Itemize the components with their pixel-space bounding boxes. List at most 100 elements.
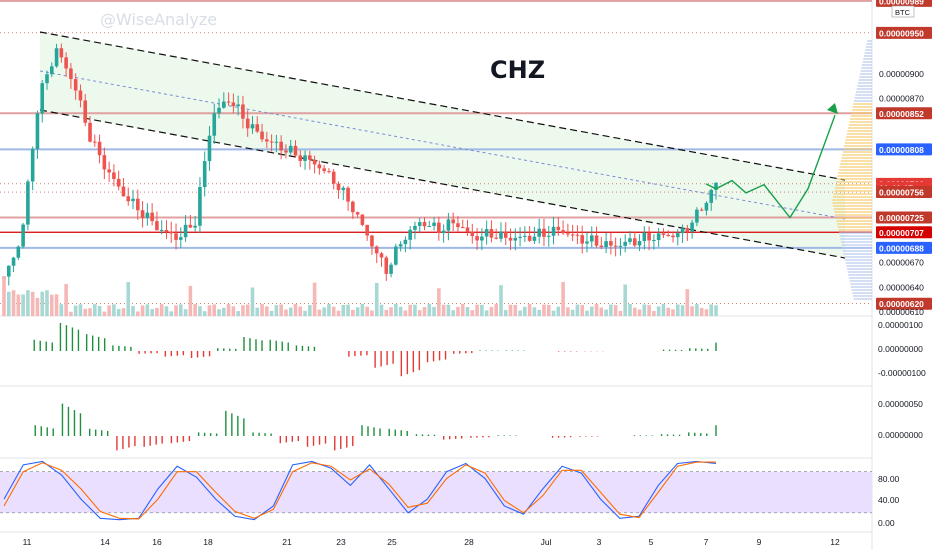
volume-bar: [226, 304, 231, 316]
candle-body: [384, 257, 389, 274]
price-pane[interactable]: [0, 0, 872, 316]
candle-body: [265, 139, 269, 142]
stoch-rsi-pane[interactable]: [0, 460, 872, 521]
candle-body: [298, 155, 303, 161]
candle-body: [308, 155, 312, 160]
volume-bar: [40, 291, 45, 316]
volume-bar: [317, 309, 322, 316]
candle-body: [394, 246, 398, 265]
volume-bar: [279, 304, 283, 316]
candle-body: [284, 150, 288, 153]
volume-bar: [155, 307, 159, 316]
macd-pane[interactable]: [8, 323, 717, 377]
volume-bar: [145, 304, 150, 316]
volume-bar: [417, 310, 422, 316]
time-axis-tick: 3: [597, 537, 602, 547]
volume-bar: [494, 304, 498, 316]
candle-body: [346, 187, 350, 202]
volume-profile-bar: [861, 67, 872, 69]
price-label-box: [876, 226, 932, 239]
candle-body: [54, 48, 59, 67]
candle-body: [327, 171, 331, 173]
candle-body: [680, 228, 685, 234]
time-axis-tick: 11: [23, 537, 32, 547]
volume-bar: [680, 305, 685, 316]
volume-bar: [21, 294, 25, 316]
time-axis-tick: 16: [152, 537, 162, 547]
candle-body: [503, 231, 508, 238]
volume-bar: [193, 304, 197, 316]
volume-bar: [26, 290, 30, 316]
candle-body: [260, 131, 264, 140]
volume-bar: [623, 284, 628, 316]
volume-bar: [632, 307, 637, 316]
volume-profile-bar: [838, 229, 872, 231]
candle-body: [312, 159, 317, 165]
candle-body: [78, 90, 83, 101]
volume-bar: [288, 307, 293, 316]
candle-body: [188, 224, 193, 228]
candle-body: [198, 187, 202, 226]
volume-bar: [45, 290, 49, 316]
volume-bar: [480, 304, 484, 316]
volume-profile-bar: [844, 142, 872, 144]
volume-bar: [695, 304, 699, 316]
volume-bar: [346, 304, 350, 316]
candle-body: [269, 141, 274, 143]
volume-bar: [35, 297, 40, 316]
stoch-d-line: [3, 461, 716, 520]
price-label-box: [876, 186, 932, 199]
volume-bar: [637, 309, 642, 316]
volume-profile-bar: [867, 40, 872, 42]
volume-bar: [179, 304, 183, 316]
volume-bar: [594, 304, 599, 316]
candle-body: [40, 83, 45, 114]
price-axis-tick: 0.00000640: [879, 282, 924, 292]
candle-body: [499, 231, 503, 239]
candle-body: [83, 100, 88, 123]
volume-profile-bar: [837, 223, 872, 225]
price-label: 0.00000620: [879, 299, 924, 309]
candle-body: [351, 201, 355, 213]
momentum-pane[interactable]: [8, 403, 717, 451]
price-label: 0.00000725: [879, 213, 924, 223]
volume-profile-bar: [846, 136, 872, 138]
macd-axis-tick: -0.00000100: [878, 368, 926, 378]
candle-body: [647, 232, 651, 241]
volume-bar: [255, 307, 260, 316]
volume-bar: [202, 311, 207, 316]
volume-profile-bar: [832, 196, 872, 198]
volume-profile-bar: [850, 118, 872, 120]
volume-bar: [513, 304, 518, 316]
candle-body: [556, 226, 561, 231]
volume-profile-bar: [840, 238, 872, 240]
candle-body: [102, 155, 107, 170]
volume-bar: [11, 290, 16, 316]
volume-bar: [451, 310, 455, 316]
candle-body: [580, 235, 585, 244]
candle-body: [231, 102, 236, 107]
volume-profile-bar: [859, 73, 872, 75]
volume-bar: [49, 294, 54, 316]
candle-body: [566, 233, 570, 235]
volume-profile-bar: [846, 133, 872, 135]
volume-profile-bar: [838, 169, 872, 171]
candle-body: [241, 104, 245, 119]
candle-body: [26, 181, 30, 225]
candle-body: [164, 229, 169, 232]
candle-body: [121, 186, 126, 197]
volume-profile-bar: [841, 157, 872, 159]
volume-bar: [159, 304, 164, 316]
volume-bar: [217, 309, 221, 316]
volume-bar: [389, 307, 393, 316]
volume-bar: [207, 305, 212, 316]
volume-profile-bar: [844, 145, 872, 147]
volume-bar: [508, 304, 513, 316]
candle-body: [293, 145, 298, 156]
volume-bar: [403, 310, 408, 316]
volume-profile-bar: [849, 121, 872, 123]
price-axis-tick: 0.00000610: [879, 307, 924, 317]
candle-body: [642, 232, 647, 241]
